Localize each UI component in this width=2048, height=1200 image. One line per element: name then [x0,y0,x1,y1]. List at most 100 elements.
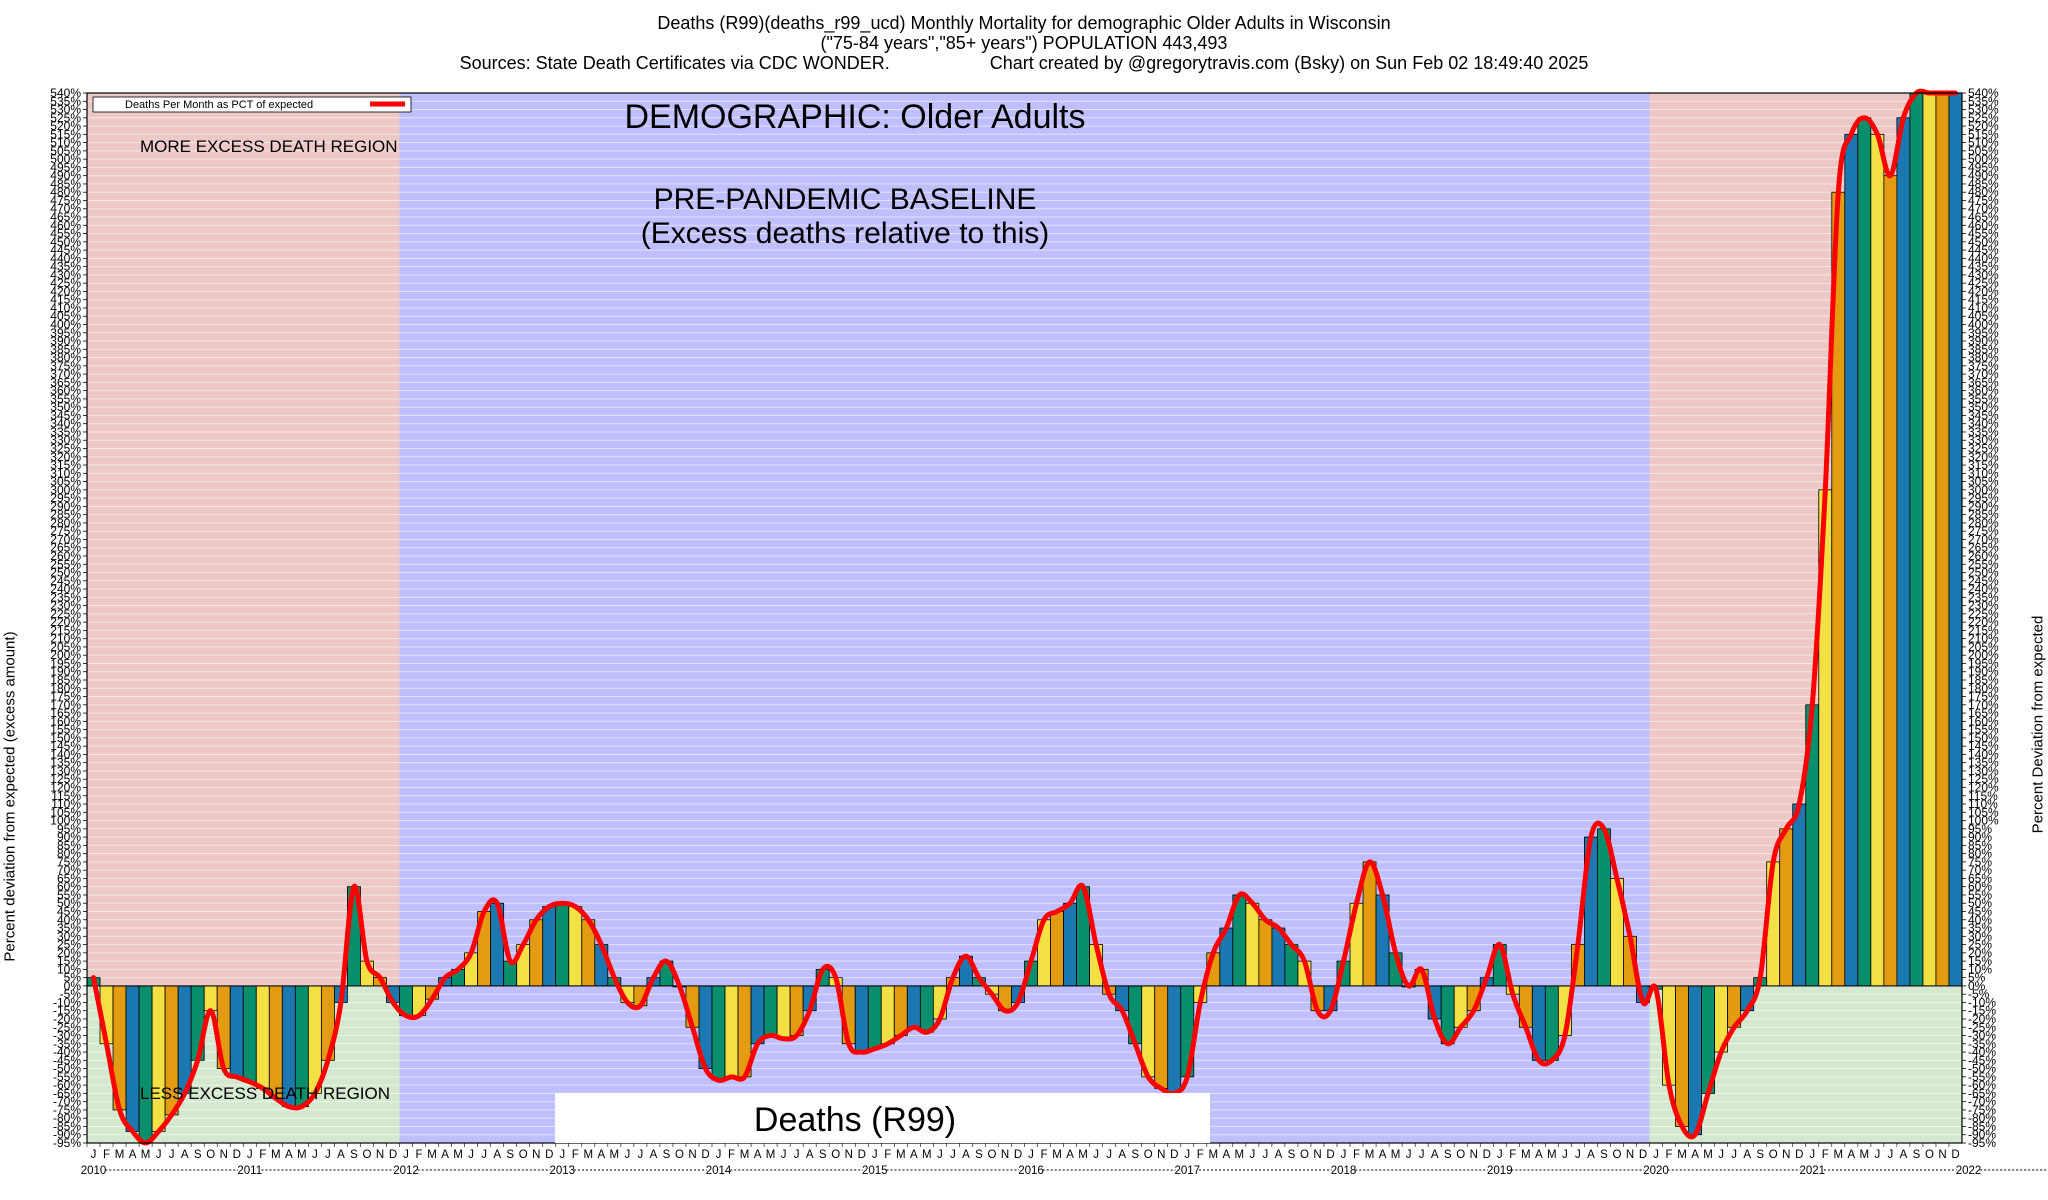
month-tick-100: M [1391,1149,1401,1161]
y-tick-left-240: 240% [50,582,81,596]
month-tick-143: D [1951,1149,1959,1161]
month-tick-30: J [481,1149,487,1161]
y-tick-right-310: 310% [1968,466,1999,480]
y-tick-left-375: 375% [50,359,81,373]
y-tick-left-305: 305% [50,475,81,489]
month-tick-39: A [597,1149,605,1161]
month-tick-21: O [362,1149,371,1161]
month-tick-31: A [493,1149,501,1161]
month-tick-89: J [1249,1149,1255,1161]
y-tick-right--50: -50% [1968,1062,1996,1076]
month-tick-110: M [1521,1149,1531,1161]
month-tick-79: A [1118,1149,1126,1161]
month-tick-11: D [233,1149,241,1161]
month-tick-105: O [1456,1149,1465,1161]
y-tick-right-170: 170% [1968,698,1999,712]
month-tick-125: J [1718,1149,1724,1161]
y-tick-left-25: 25% [57,938,81,952]
bar-2021-12 [1948,92,1963,987]
y-tick-left-400: 400% [50,317,81,331]
y-tick-left-40: 40% [57,913,81,927]
bar-2017-6 [1245,902,1260,987]
month-tick-139: A [1900,1149,1908,1161]
y-tick-right-0: 0% [1968,979,1986,993]
y-tick-right-65: 65% [1968,871,1992,885]
y-tick-left-235: 235% [50,590,81,604]
month-tick-36: J [559,1149,565,1161]
month-tick-116: S [1600,1149,1608,1161]
bar-2021-10 [1922,92,1937,987]
y-tick-left-460: 460% [50,218,81,232]
month-tick-141: O [1925,1149,1934,1161]
month-tick-94: N [1313,1149,1321,1161]
month-tick-77: J [1093,1149,1099,1161]
y-tick-right--45: -45% [1968,1053,1996,1067]
month-tick-64: M [922,1149,932,1161]
month-tick-124: M [1703,1149,1713,1161]
chart-header-line-2: ("75-84 years","85+ years") POPULATION 4… [820,33,1228,53]
month-tick-43: A [650,1149,658,1161]
month-tick-24: J [403,1149,409,1161]
y-tick-right-320: 320% [1968,450,1999,464]
month-tick-41: J [624,1149,630,1161]
y-tick-right-165: 165% [1968,706,1999,720]
year-label-2015: 2015 [862,1165,888,1177]
y-tick-right-400: 400% [1968,317,1999,331]
y-tick-right-220: 220% [1968,615,1999,629]
month-tick-5: J [156,1149,162,1161]
month-tick-53: J [781,1149,787,1161]
y-tick-right-275: 275% [1968,524,1999,538]
y-tick-left-230: 230% [50,599,81,613]
y-tick-right-540: 540% [1968,86,1999,100]
month-tick-76: M [1078,1149,1088,1161]
y-tick-right-100: 100% [1968,814,1999,828]
bar-2015-5 [919,985,934,1033]
year-label-2022: 2022 [1956,1165,1982,1177]
y-tick-left-30: 30% [57,929,81,943]
month-tick-122: M [1677,1149,1687,1161]
y-tick-left--85: -85% [53,1119,81,1133]
y-tick-right-225: 225% [1968,607,1999,621]
bar-2014-12 [854,985,869,1053]
month-tick-38: M [584,1149,594,1161]
bar-2019-5 [1544,985,1559,1061]
bar-2011-1 [242,985,257,1083]
y-tick-right-325: 325% [1968,442,1999,456]
y-tick-right-515: 515% [1968,127,1999,141]
y-tick-left-5: 5% [64,971,82,985]
month-tick-58: N [845,1149,853,1161]
y-tick-right-35: 35% [1968,921,1992,935]
y-tick-left--45: -45% [53,1053,81,1067]
month-tick-99: A [1379,1149,1387,1161]
bar-2014-1 [711,985,726,1081]
y-tick-left-190: 190% [50,665,81,679]
month-tick-28: M [453,1149,463,1161]
y-tick-left--5: -5% [60,987,82,1001]
month-tick-108: J [1497,1149,1503,1161]
y-tick-left-450: 450% [50,235,81,249]
y-axis-ticks: -95% -95%-90% -90%-85% -85%-80% -80%-75% -75%… [50,86,1999,1150]
y-axis-label-right: Percent Deviation from expected [2029,615,2047,834]
y-tick-right-375: 375% [1968,359,1999,373]
y-tick-left-60: 60% [57,880,81,894]
year-label-2016: 2016 [1018,1165,1044,1177]
y-tick-left-155: 155% [50,723,81,737]
bar-2010-4 [125,985,140,1132]
y-tick-right-205: 205% [1968,640,1999,654]
y-tick-left-425: 425% [50,276,81,290]
month-tick-134: M [1834,1149,1844,1161]
y-tick-right-25: 25% [1968,938,1992,952]
month-tick-22: N [376,1149,384,1161]
y-tick-left-455: 455% [50,227,81,241]
y-tick-right-160: 160% [1968,714,1999,728]
month-tick-86: M [1209,1149,1219,1161]
bar-2020-12 [1792,803,1807,987]
y-tick-left-65: 65% [57,871,81,885]
month-tick-128: S [1756,1149,1764,1161]
y-tick-right-455: 455% [1968,227,1999,241]
y-tick-left-290: 290% [50,499,81,513]
y-tick-right-460: 460% [1968,218,1999,232]
month-tick-84: J [1184,1149,1190,1161]
y-tick-right-405: 405% [1968,309,1999,323]
